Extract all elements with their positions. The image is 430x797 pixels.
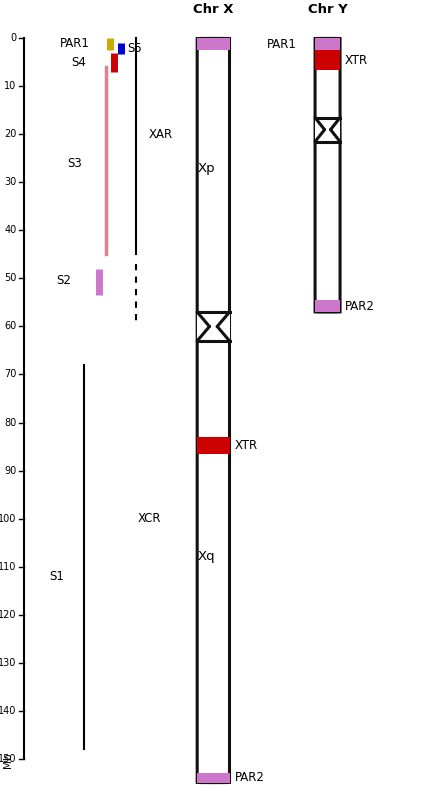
Text: 150: 150	[0, 754, 16, 764]
Text: XTR: XTR	[234, 439, 258, 452]
Bar	[314, 38, 339, 50]
Text: Mb: Mb	[3, 752, 13, 768]
Text: S1: S1	[49, 570, 64, 583]
Text: Chr Y: Chr Y	[307, 3, 347, 16]
Text: 50: 50	[4, 273, 16, 284]
Text: S4: S4	[71, 56, 86, 69]
Text: Xp: Xp	[197, 162, 214, 175]
Text: 30: 30	[4, 178, 16, 187]
Text: PAR1: PAR1	[60, 37, 90, 49]
Text: XCR: XCR	[138, 512, 161, 525]
FancyBboxPatch shape	[314, 38, 339, 312]
Text: 130: 130	[0, 658, 16, 668]
Text: XAR: XAR	[148, 128, 172, 141]
Bar	[197, 773, 229, 783]
Text: PAR2: PAR2	[344, 300, 374, 312]
Text: 70: 70	[4, 370, 16, 379]
Text: 20: 20	[4, 129, 16, 139]
Text: 60: 60	[4, 321, 16, 332]
Text: 120: 120	[0, 610, 16, 619]
Bar	[197, 312, 230, 341]
Bar	[197, 38, 229, 50]
Text: 110: 110	[0, 562, 16, 571]
Bar	[314, 118, 340, 142]
Bar	[314, 50, 339, 69]
Text: 0: 0	[10, 33, 16, 43]
Text: 80: 80	[4, 418, 16, 427]
Text: XTR: XTR	[344, 53, 367, 66]
Text: Xq: Xq	[197, 551, 214, 563]
Text: 40: 40	[4, 226, 16, 235]
Text: PAR2: PAR2	[234, 771, 264, 784]
Bar	[197, 437, 229, 453]
Text: S3: S3	[67, 157, 81, 170]
Text: S2: S2	[56, 274, 71, 288]
Text: 90: 90	[4, 465, 16, 476]
Text: 140: 140	[0, 705, 16, 716]
Text: 100: 100	[0, 513, 16, 524]
Bar	[314, 300, 339, 312]
Text: Chr X: Chr X	[193, 3, 233, 16]
Text: 10: 10	[4, 81, 16, 92]
Text: S5: S5	[127, 41, 141, 54]
Text: PAR1: PAR1	[266, 37, 296, 51]
FancyBboxPatch shape	[197, 38, 229, 783]
